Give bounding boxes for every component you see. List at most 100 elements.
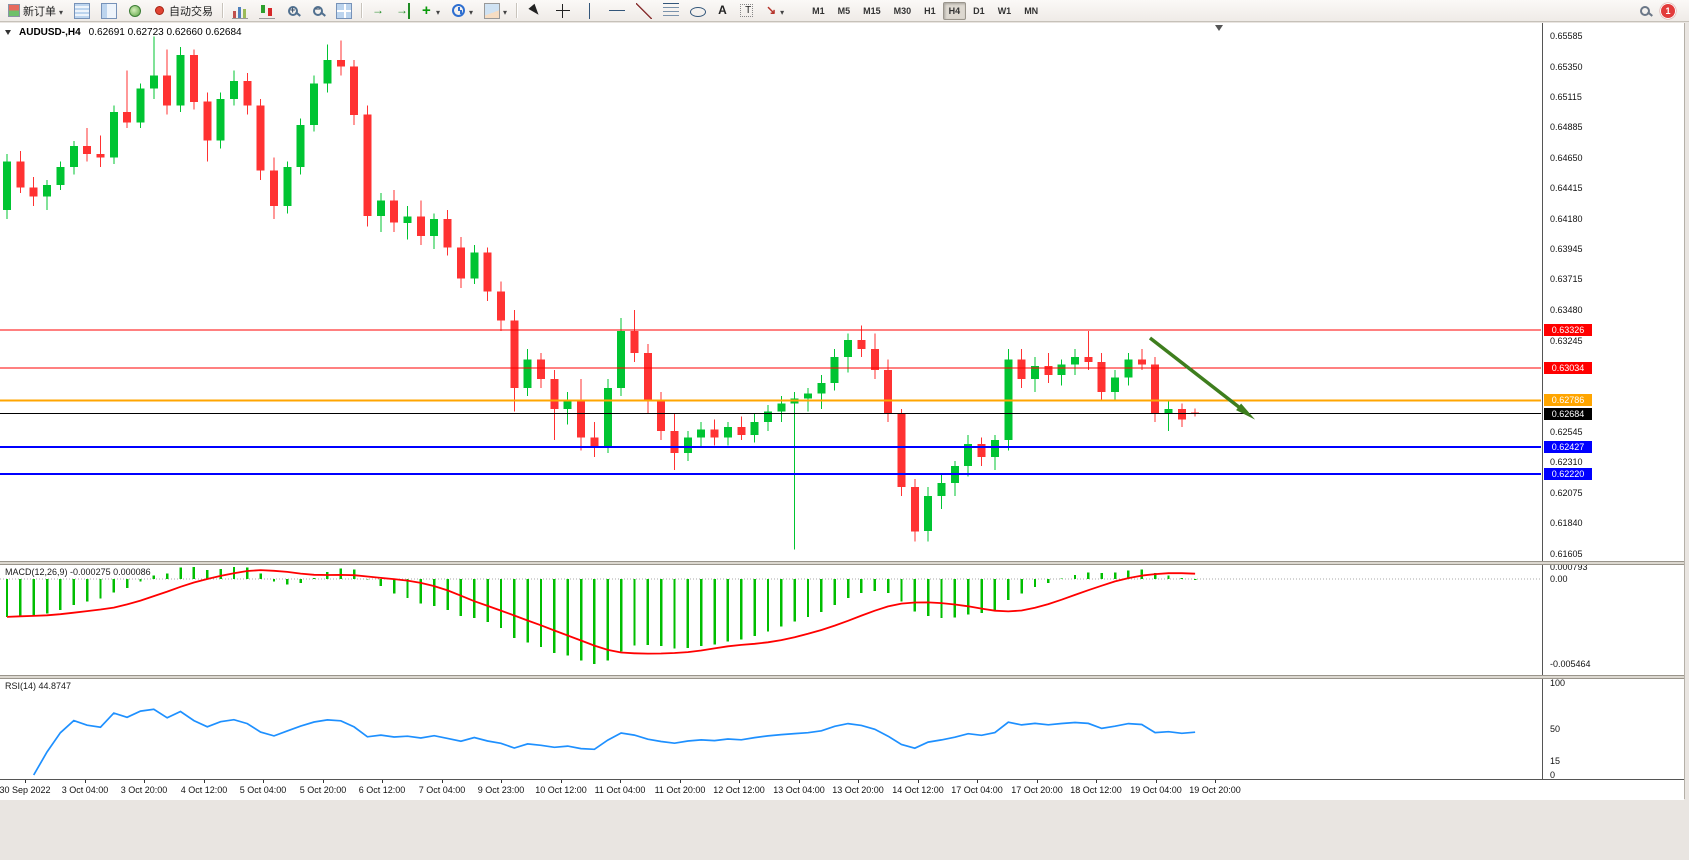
timeframe-M5[interactable]: M5 bbox=[837, 5, 851, 16]
new-order-button[interactable]: 新订单 bbox=[3, 0, 68, 22]
autotrading-icon bbox=[155, 6, 165, 15]
auto-scroll-button[interactable] bbox=[366, 0, 390, 22]
time-axis-label: 19 Oct 20:00 bbox=[1189, 785, 1241, 795]
toolbar-separator bbox=[516, 3, 518, 18]
time-axis-tick bbox=[918, 780, 919, 783]
cursor-button[interactable] bbox=[521, 0, 549, 22]
bar-chart-button[interactable] bbox=[227, 0, 253, 22]
ellipse-button[interactable] bbox=[685, 0, 711, 22]
crosshair-button[interactable] bbox=[550, 0, 576, 22]
rsi-axis-label: 0 bbox=[1550, 770, 1556, 780]
time-axis-label: 5 Oct 20:00 bbox=[299, 785, 347, 795]
collapse-triangle-icon[interactable] bbox=[5, 30, 11, 35]
price-tag: 0.62684 bbox=[1544, 408, 1592, 420]
time-axis[interactable]: 30 Sep 2022 3 Oct 04:00 3 Oct 20:00 4 Oct 1… bbox=[0, 779, 1684, 800]
timeframe-MN[interactable]: MN bbox=[1024, 5, 1039, 16]
time-axis-tick bbox=[382, 780, 383, 783]
navigator-button[interactable] bbox=[123, 0, 147, 22]
price-axis-label: 0.63480 bbox=[1550, 305, 1583, 315]
price-tag: 0.63326 bbox=[1544, 324, 1592, 336]
search-icon[interactable] bbox=[1640, 5, 1650, 16]
templates-button[interactable] bbox=[479, 0, 512, 22]
time-axis-tick bbox=[858, 780, 859, 783]
chevron-down-icon bbox=[436, 2, 440, 20]
timeframe-H1[interactable]: H1 bbox=[924, 5, 936, 16]
trendline-button[interactable] bbox=[631, 0, 657, 22]
toolbar-separator bbox=[361, 3, 363, 18]
zoom-in-button[interactable] bbox=[281, 0, 305, 22]
toolbar-right-group: 1 bbox=[1638, 2, 1686, 19]
macd-panel[interactable] bbox=[0, 565, 1541, 675]
time-axis-label: 11 Oct 04:00 bbox=[594, 785, 646, 795]
timeframe-H4[interactable]: H4 bbox=[942, 1, 967, 20]
chart-window: AUDUSD-,H4 0.62691 0.62723 0.62660 0.626… bbox=[0, 23, 1685, 800]
time-axis-tick bbox=[799, 780, 800, 783]
price-tag: 0.62427 bbox=[1544, 441, 1592, 453]
time-axis-tick bbox=[204, 780, 205, 783]
autotrading-label: 自动交易 bbox=[169, 5, 214, 18]
ellipse-icon bbox=[690, 7, 707, 17]
rsi-panel[interactable] bbox=[0, 679, 1541, 779]
time-axis-label: 6 Oct 12:00 bbox=[358, 785, 406, 795]
notification-badge[interactable]: 1 bbox=[1660, 2, 1676, 19]
time-axis-label: 9 Oct 23:00 bbox=[477, 785, 525, 795]
tile-windows-button[interactable] bbox=[331, 0, 357, 22]
time-axis-label: 7 Oct 04:00 bbox=[418, 785, 466, 795]
timeframe-D1[interactable]: D1 bbox=[973, 5, 985, 16]
panel-splitter[interactable] bbox=[0, 561, 1684, 565]
time-axis-label: 17 Oct 04:00 bbox=[951, 785, 1003, 795]
time-axis-tick bbox=[323, 780, 324, 783]
window-bottom-area bbox=[0, 800, 1689, 860]
price-axis[interactable]: 0.65585 0.65350 0.65115 0.64885 0.64650 0.644… bbox=[1542, 23, 1684, 780]
candlestick-chart-icon bbox=[259, 2, 276, 19]
time-axis-tick bbox=[25, 780, 26, 783]
zoom-out-icon bbox=[313, 4, 324, 16]
zoom-out-button[interactable] bbox=[306, 0, 330, 22]
vertical-line-button[interactable] bbox=[577, 0, 603, 22]
rsi-axis-label: 15 bbox=[1550, 756, 1561, 766]
market-watch-icon bbox=[74, 2, 91, 19]
timeframe-M15[interactable]: M15 bbox=[863, 5, 881, 16]
indicators-button[interactable] bbox=[416, 0, 445, 22]
chart-title: AUDUSD-,H4 0.62691 0.62723 0.62660 0.626… bbox=[5, 27, 242, 38]
timeframe-M1[interactable]: M1 bbox=[812, 5, 825, 16]
data-window-icon bbox=[101, 2, 118, 19]
horizontal-line-button[interactable] bbox=[604, 0, 630, 22]
periods-button[interactable] bbox=[446, 0, 478, 22]
market-watch-button[interactable] bbox=[69, 0, 95, 22]
candlestick-chart-button[interactable] bbox=[254, 0, 280, 22]
fibonacci-button[interactable] bbox=[658, 0, 684, 22]
text-label-button[interactable] bbox=[734, 0, 759, 22]
panel-splitter[interactable] bbox=[0, 675, 1684, 679]
time-axis-tick bbox=[1096, 780, 1097, 783]
data-window-button[interactable] bbox=[96, 0, 122, 22]
time-axis-label: 3 Oct 04:00 bbox=[61, 785, 109, 795]
time-axis-tick bbox=[1156, 780, 1157, 783]
timeframe-M30[interactable]: M30 bbox=[893, 5, 912, 16]
price-tag: 0.63034 bbox=[1544, 362, 1592, 374]
chart-shift-button[interactable] bbox=[391, 0, 415, 22]
time-axis-tick bbox=[1215, 780, 1216, 783]
macd-signal-value: 0.000086 bbox=[113, 567, 151, 577]
time-axis-label: 5 Oct 04:00 bbox=[239, 785, 287, 795]
time-axis-label: 11 Oct 20:00 bbox=[654, 785, 706, 795]
chart-shift-marker[interactable] bbox=[1215, 25, 1223, 31]
timeframe-W1[interactable]: W1 bbox=[997, 5, 1012, 16]
time-axis-tick bbox=[263, 780, 264, 783]
price-axis-label: 0.64650 bbox=[1550, 153, 1583, 163]
arrows-icon bbox=[765, 3, 777, 19]
time-axis-tick bbox=[1037, 780, 1038, 783]
arrows-button[interactable] bbox=[760, 0, 789, 22]
text-button[interactable] bbox=[712, 0, 733, 22]
time-axis-tick bbox=[85, 780, 86, 783]
time-axis-tick bbox=[442, 780, 443, 783]
time-axis-label: 10 Oct 12:00 bbox=[535, 785, 587, 795]
time-axis-label: 13 Oct 20:00 bbox=[832, 785, 884, 795]
price-chart-panel[interactable] bbox=[0, 23, 1541, 561]
price-axis-label: 0.64415 bbox=[1550, 183, 1583, 193]
templates-icon bbox=[484, 2, 501, 19]
autotrading-button[interactable]: 自动交易 bbox=[148, 0, 218, 22]
price-axis-label: 0.65585 bbox=[1550, 31, 1583, 41]
indicators-icon bbox=[421, 3, 433, 19]
